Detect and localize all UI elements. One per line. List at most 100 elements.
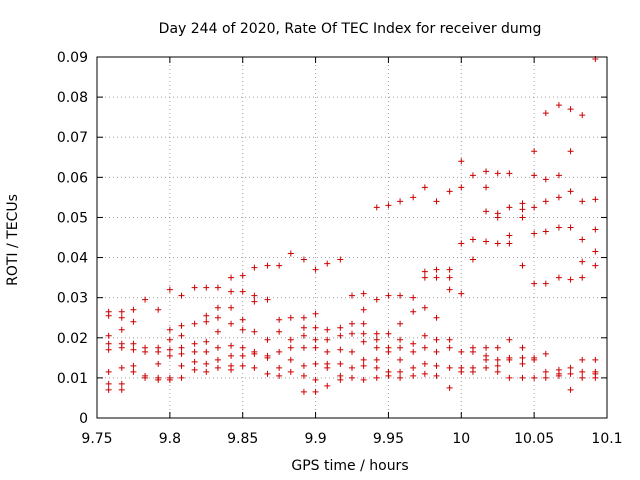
data-point	[360, 306, 367, 313]
data-point	[446, 188, 453, 195]
data-point	[519, 206, 526, 213]
data-point	[324, 348, 331, 355]
y-axis-label: ROTI / TECUs	[5, 194, 21, 286]
data-point	[312, 344, 319, 351]
data-point	[483, 168, 490, 175]
data-point	[191, 358, 198, 365]
data-point	[105, 380, 112, 387]
data-point	[531, 374, 538, 381]
data-point	[373, 356, 380, 363]
data-point	[531, 148, 538, 155]
data-point	[433, 314, 440, 321]
data-point	[214, 314, 221, 321]
chart-title: Day 244 of 2020, Rate Of TEC Index for r…	[159, 21, 542, 37]
data-point	[118, 380, 125, 387]
data-point	[506, 232, 513, 239]
data-point	[264, 262, 271, 269]
data-point	[373, 204, 380, 211]
data-point	[166, 352, 173, 359]
data-point	[579, 374, 586, 381]
x-tick-label: 9.9	[304, 431, 326, 447]
data-point	[166, 326, 173, 333]
data-point	[300, 332, 307, 339]
data-point	[203, 348, 210, 355]
data-point	[118, 314, 125, 321]
data-point	[191, 340, 198, 347]
data-point	[155, 360, 162, 367]
data-point	[155, 376, 162, 383]
data-point	[276, 316, 283, 323]
data-point	[410, 372, 417, 379]
data-point	[214, 328, 221, 335]
x-tick-label: 9.95	[373, 431, 404, 447]
data-point	[178, 322, 185, 329]
data-point	[105, 368, 112, 375]
data-point	[178, 350, 185, 357]
data-point	[567, 224, 574, 231]
data-point	[228, 352, 235, 359]
data-point	[506, 356, 513, 363]
y-tick-label: 0.05	[57, 210, 88, 226]
data-point	[421, 274, 428, 281]
data-point	[130, 362, 137, 369]
data-point	[251, 364, 258, 371]
data-point	[531, 172, 538, 179]
data-point	[118, 386, 125, 393]
data-point	[385, 292, 392, 299]
data-point	[324, 364, 331, 371]
data-point	[433, 348, 440, 355]
data-point	[421, 304, 428, 311]
data-point	[287, 344, 294, 351]
data-point	[592, 356, 599, 363]
data-point	[458, 240, 465, 247]
x-tick-label: 9.75	[81, 431, 112, 447]
data-point	[567, 148, 574, 155]
data-point	[483, 184, 490, 191]
data-point	[251, 264, 258, 271]
data-point	[142, 348, 149, 355]
data-point	[130, 368, 137, 375]
data-point	[214, 344, 221, 351]
data-point	[228, 304, 235, 311]
data-point	[300, 256, 307, 263]
data-point	[239, 316, 246, 323]
data-point	[312, 266, 319, 273]
data-point	[239, 326, 246, 333]
data-point	[446, 344, 453, 351]
data-point	[276, 364, 283, 371]
data-point	[506, 374, 513, 381]
data-point	[203, 318, 210, 325]
data-point	[276, 372, 283, 379]
data-point	[300, 388, 307, 395]
data-point	[155, 306, 162, 313]
data-point	[360, 320, 367, 327]
data-point	[239, 362, 246, 369]
y-tick-label: 0.04	[57, 251, 88, 267]
data-point	[555, 102, 562, 109]
data-point	[337, 346, 344, 353]
data-point	[421, 360, 428, 367]
data-point	[373, 296, 380, 303]
data-point	[312, 388, 319, 395]
data-point	[349, 330, 355, 337]
data-point	[410, 294, 417, 301]
grid-lines	[97, 57, 607, 418]
data-point	[421, 184, 428, 191]
data-point	[469, 348, 476, 355]
data-point	[397, 356, 404, 363]
data-point	[300, 372, 307, 379]
data-point	[105, 386, 112, 393]
data-point	[592, 262, 599, 269]
data-point	[506, 170, 513, 177]
data-point	[203, 338, 210, 345]
data-point	[483, 356, 490, 363]
data-point	[312, 376, 319, 383]
data-point	[118, 344, 125, 351]
data-point	[287, 250, 294, 257]
data-point	[410, 348, 417, 355]
x-tick-label: 10	[452, 431, 470, 447]
data-point	[433, 372, 440, 379]
data-point	[555, 372, 562, 379]
data-point	[469, 172, 476, 179]
